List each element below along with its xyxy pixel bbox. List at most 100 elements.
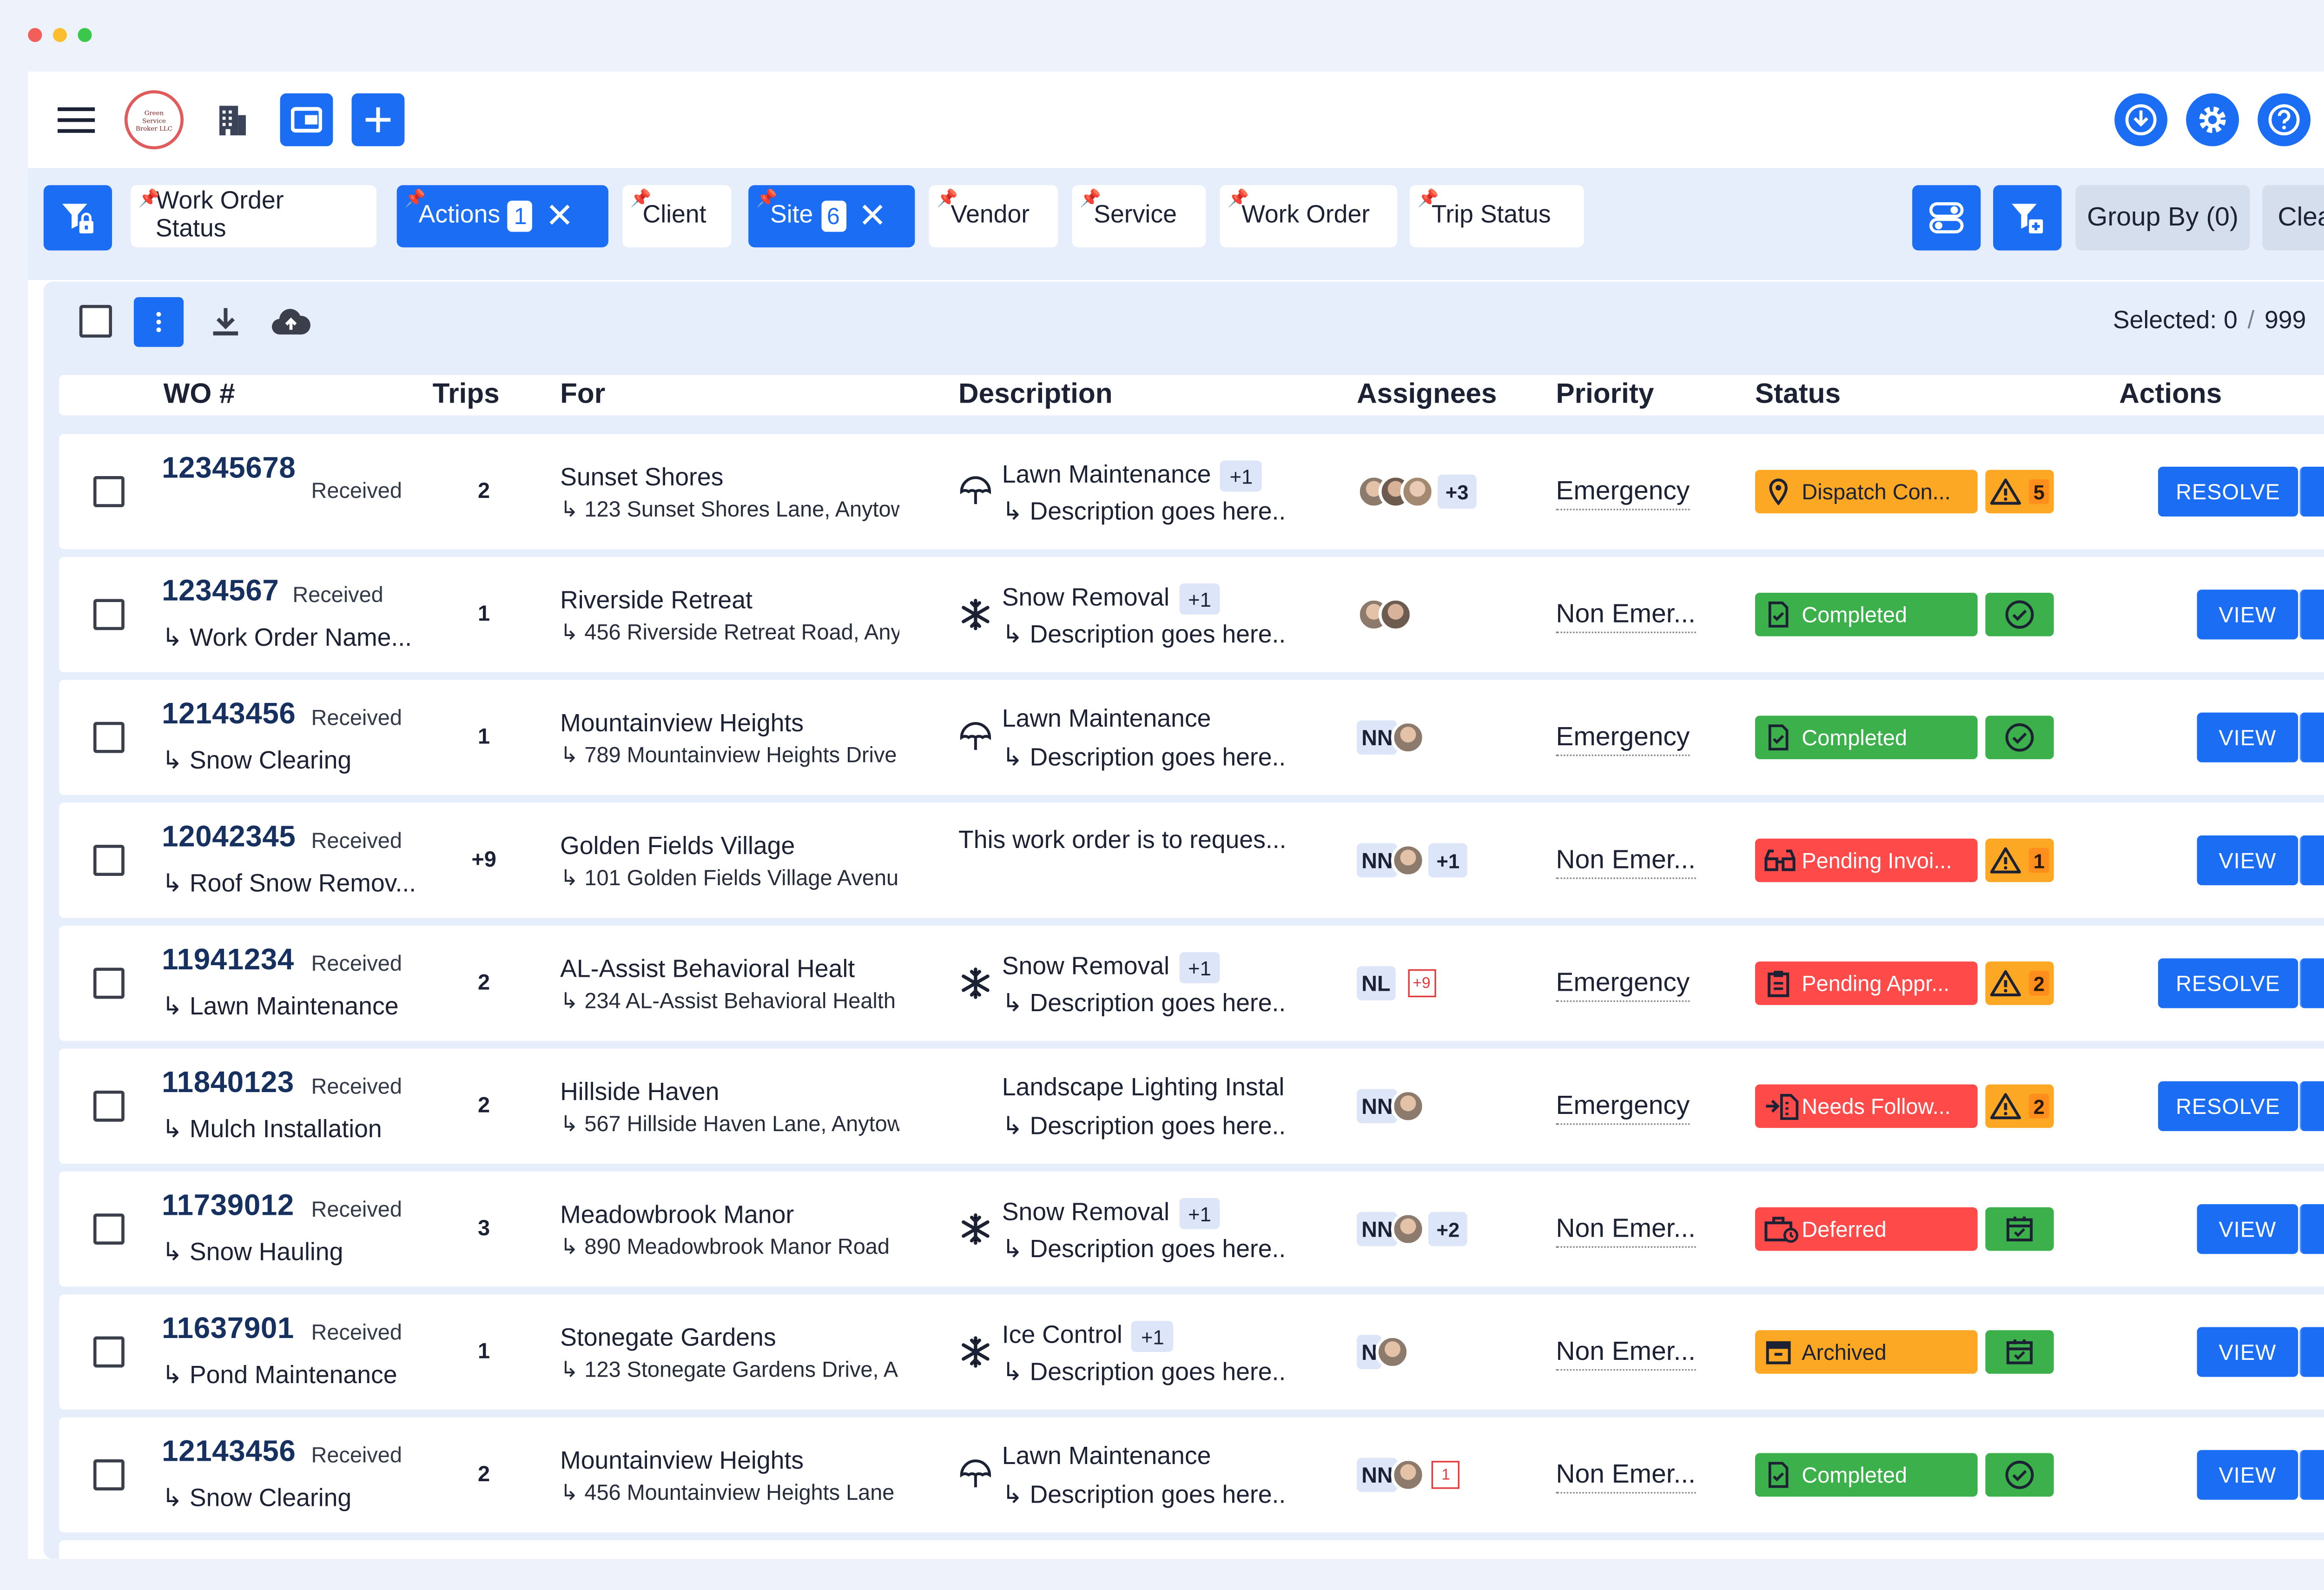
col-actions[interactable]: Actions	[2119, 378, 2222, 410]
warning-indicator[interactable]: 2	[1985, 961, 2054, 1005]
window-close-dot[interactable]	[28, 28, 42, 42]
wo-number[interactable]: 11739012	[162, 1190, 294, 1225]
filter-chip-site[interactable]: 📌 Site 6 ✕	[748, 185, 915, 248]
row-menu-button[interactable]	[2299, 958, 2324, 1008]
wo-number[interactable]: 11840123	[162, 1067, 294, 1102]
resolve-button[interactable]: RESOLVE	[2158, 466, 2298, 517]
view-button[interactable]: VIEW	[2197, 1327, 2298, 1377]
site-name[interactable]: Stonegate Gardens	[560, 1325, 776, 1352]
add-filter-button[interactable]	[1993, 185, 2062, 251]
description-tag[interactable]: +1	[1179, 1198, 1221, 1229]
assignee-avatar[interactable]	[1391, 1212, 1426, 1246]
wo-number[interactable]: 12143456	[162, 1436, 296, 1471]
col-description[interactable]: Description	[958, 378, 1113, 410]
row-menu-button[interactable]	[2299, 835, 2324, 886]
table-row[interactable]: 12143456 Received ↳ Snow Clearing 2 Moun…	[59, 1417, 2324, 1533]
status-badge[interactable]: Pending Appr...	[1755, 961, 1978, 1005]
row-checkbox[interactable]	[93, 476, 125, 507]
wo-number[interactable]: 12143456	[162, 699, 296, 733]
col-trips[interactable]: Trips	[432, 378, 500, 410]
description-tag[interactable]: +1	[1179, 952, 1221, 983]
table-row[interactable]: 12345678 Received 2 Sunset Shores ↳ 123 …	[59, 434, 2324, 550]
warning-indicator[interactable]: 2	[1985, 1084, 2054, 1128]
row-checkbox[interactable]	[93, 967, 125, 999]
warning-indicator[interactable]: 5	[1985, 470, 2054, 514]
table-row[interactable]: 12042345 Received ↳ Roof Snow Remov... +…	[59, 802, 2324, 918]
cloud-upload-icon[interactable]	[268, 302, 314, 342]
table-row[interactable]: 11840123 Received ↳ Mulch Installation 2…	[59, 1048, 2324, 1164]
status-badge[interactable]: Completed	[1755, 1453, 1978, 1497]
add-button[interactable]	[351, 93, 405, 146]
window-maximize-dot[interactable]	[78, 28, 92, 42]
help-icon[interactable]	[2258, 93, 2311, 146]
group-by-button[interactable]: Group By (0)	[2075, 185, 2250, 251]
wo-number-text[interactable]: 12345678	[162, 452, 296, 486]
row-menu-button[interactable]	[2299, 1081, 2324, 1131]
site-name[interactable]: AL-Assist Behavioral Healt	[560, 957, 855, 983]
table-row[interactable]: 11941234 Received ↳ Lawn Maintenance 2 A…	[59, 926, 2324, 1041]
assignee-initials[interactable]: N	[1357, 1335, 1382, 1369]
assignee-more[interactable]: +2	[1428, 1212, 1467, 1246]
filter-chip-work-order-status[interactable]: 📌 Work Order Status	[131, 185, 377, 248]
table-row[interactable]: 1234567 Received ↳ Work Order Name... 1 …	[59, 557, 2324, 672]
wo-number[interactable]: 11637901	[162, 1313, 294, 1347]
view-button[interactable]: VIEW	[2197, 712, 2298, 762]
more-options-button[interactable]	[133, 297, 184, 347]
row-menu-button[interactable]	[2299, 1327, 2324, 1377]
col-assignees[interactable]: Assignees	[1357, 378, 1497, 410]
description-tag[interactable]: +1	[1179, 583, 1221, 615]
row-menu-button[interactable]	[2299, 590, 2324, 640]
table-row[interactable]: 12143456 Received ↳ Snow Clearing 1 Moun…	[59, 680, 2324, 795]
row-menu-button[interactable]	[2299, 466, 2324, 517]
description-tag[interactable]: +1	[1220, 460, 1262, 492]
status-badge[interactable]: Completed	[1755, 592, 1978, 636]
company-logo[interactable]: Green Service Broker LLC	[124, 90, 184, 150]
clear-button[interactable]: Clear (0)	[2262, 185, 2324, 251]
wo-number-text[interactable]: 11739012	[162, 1190, 294, 1223]
building-icon[interactable]	[211, 99, 252, 140]
filter-chip-vendor[interactable]: 📌 Vendor	[929, 185, 1058, 248]
row-checkbox[interactable]	[93, 1213, 125, 1245]
box-indicator[interactable]	[1985, 1330, 2054, 1374]
assignee-initials[interactable]: NL	[1357, 966, 1395, 1000]
wo-number-text[interactable]: 11637901	[162, 1313, 294, 1346]
gear-icon[interactable]	[2186, 93, 2239, 146]
assignee-avatar[interactable]	[1391, 1089, 1426, 1124]
table-row[interactable]: 11739012 Received ↳ Snow Hauling 3 Meado…	[59, 1171, 2324, 1287]
row-menu-button[interactable]	[2299, 1204, 2324, 1254]
wo-number[interactable]: 12042345	[162, 822, 296, 856]
status-badge[interactable]: Completed	[1755, 716, 1978, 760]
assignee-avatar[interactable]	[1391, 1458, 1426, 1492]
assignee-avatar[interactable]	[1378, 597, 1413, 632]
row-checkbox[interactable]	[93, 845, 125, 876]
wo-number[interactable]: 1234567	[162, 576, 279, 610]
wo-number-text[interactable]: 11840123	[162, 1067, 294, 1100]
comment-flag-icon[interactable]: +9	[1407, 969, 1436, 998]
site-name[interactable]: Mountainview Heights	[560, 1448, 804, 1475]
assignee-initials[interactable]: NN	[1357, 843, 1398, 878]
site-name[interactable]: Meadowbrook Manor	[560, 1202, 794, 1229]
assignee-initials[interactable]: NN	[1357, 1089, 1398, 1124]
wo-number-text[interactable]: 1234567	[162, 576, 279, 609]
status-badge[interactable]: Needs Follow...	[1755, 1084, 1978, 1128]
resolve-button[interactable]: RESOLVE	[2158, 958, 2298, 1008]
wo-number-text[interactable]: 11941234	[162, 944, 294, 977]
row-checkbox[interactable]	[93, 599, 125, 630]
site-name[interactable]: Riverside Retreat	[560, 588, 753, 615]
row-checkbox[interactable]	[93, 1090, 125, 1122]
filter-chip-actions[interactable]: 📌 Actions 1 ✕	[396, 185, 608, 248]
status-badge[interactable]: Archived	[1755, 1330, 1978, 1374]
comment-flag-icon[interactable]: 1	[1432, 1461, 1460, 1489]
filter-chip-service[interactable]: 📌 Service	[1072, 185, 1206, 248]
close-icon[interactable]: ✕	[858, 196, 887, 235]
toggle-columns-button[interactable]	[1912, 185, 1981, 251]
warning-indicator[interactable]: 1	[1985, 838, 2054, 882]
col-priority[interactable]: Priority	[1556, 378, 1654, 410]
assignee-more[interactable]: +1	[1428, 843, 1467, 878]
assignee-avatar[interactable]	[1375, 1335, 1410, 1369]
filter-chip-work-order[interactable]: 📌 Work Order	[1220, 185, 1398, 248]
site-name[interactable]: Hillside Haven	[560, 1080, 720, 1106]
wo-number[interactable]: 11941234	[162, 944, 294, 979]
col-status[interactable]: Status	[1755, 378, 1841, 410]
close-icon[interactable]: ✕	[545, 196, 574, 235]
